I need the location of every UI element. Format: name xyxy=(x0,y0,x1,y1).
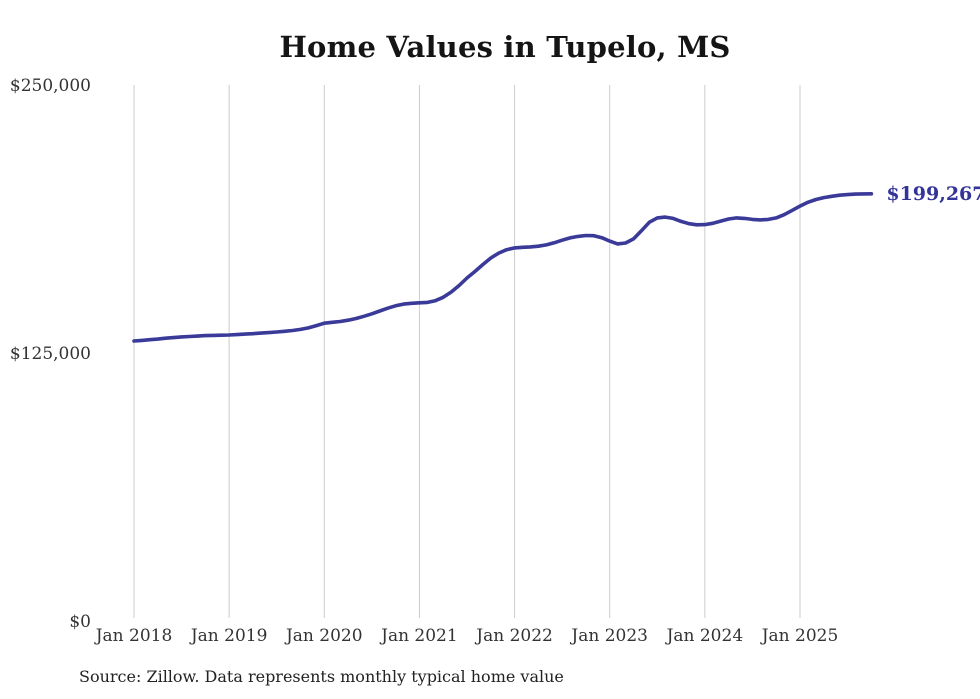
x-tick-label: Jan 2025 xyxy=(760,626,839,646)
x-tick-label: Jan 2023 xyxy=(569,626,648,646)
x-tick-label: Jan 2019 xyxy=(189,626,268,646)
x-tick-label: Jan 2018 xyxy=(94,626,173,646)
x-tick-label: Jan 2021 xyxy=(379,626,458,646)
end-value-label: $199,267 xyxy=(886,183,980,205)
chart-title: Home Values in Tupelo, MS xyxy=(279,30,731,64)
y-tick-label: $125,000 xyxy=(10,344,91,364)
x-tick-label: Jan 2020 xyxy=(284,626,363,646)
y-tick-label: $0 xyxy=(69,612,91,632)
y-tick-label: $250,000 xyxy=(10,76,91,96)
source-note: Source: Zillow. Data represents monthly … xyxy=(79,667,564,686)
x-tick-label: Jan 2022 xyxy=(474,626,553,646)
x-tick-label: Jan 2024 xyxy=(665,626,744,646)
home-value-line xyxy=(132,192,874,343)
